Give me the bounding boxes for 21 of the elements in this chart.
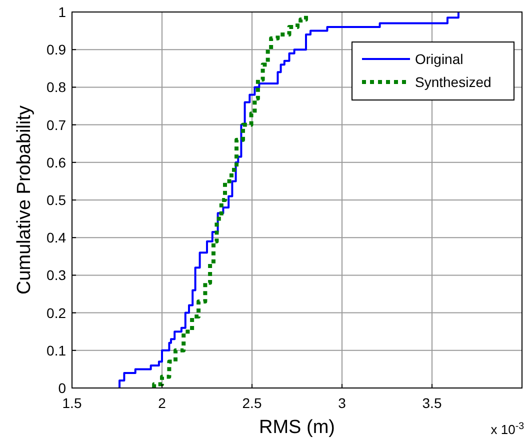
y-tick-label: 0.6 xyxy=(46,154,66,170)
y-tick-label: 0 xyxy=(58,380,66,396)
x-tick-label: 1.5 xyxy=(62,395,82,411)
y-tick-label: 0.9 xyxy=(46,42,66,58)
x-tick-label: 3 xyxy=(338,395,346,411)
y-tick-label: 0.5 xyxy=(46,192,66,208)
y-axis-title: Cumulative Probability xyxy=(14,104,35,295)
y-tick-label: 0.4 xyxy=(46,230,66,246)
y-tick-label: 0.2 xyxy=(46,304,66,321)
x-tick-label: 3.5 xyxy=(422,395,442,411)
x-axis-title: RMS (m) xyxy=(259,417,335,438)
y-tick-label: 0.1 xyxy=(46,342,66,358)
y-tick-label: 0.7 xyxy=(46,116,66,133)
y-tick-label: 1 xyxy=(58,4,66,20)
y-tick-label: 0.8 xyxy=(46,79,66,96)
legend-label: Synthesized xyxy=(415,74,492,90)
x-tick-label: 2.5 xyxy=(242,395,262,411)
y-tick-label: 0.3 xyxy=(46,267,66,284)
x-tick-label: 2 xyxy=(158,395,166,411)
legend-label: Original xyxy=(415,51,464,67)
text: x 10$^{-3}$ xyxy=(490,420,524,437)
